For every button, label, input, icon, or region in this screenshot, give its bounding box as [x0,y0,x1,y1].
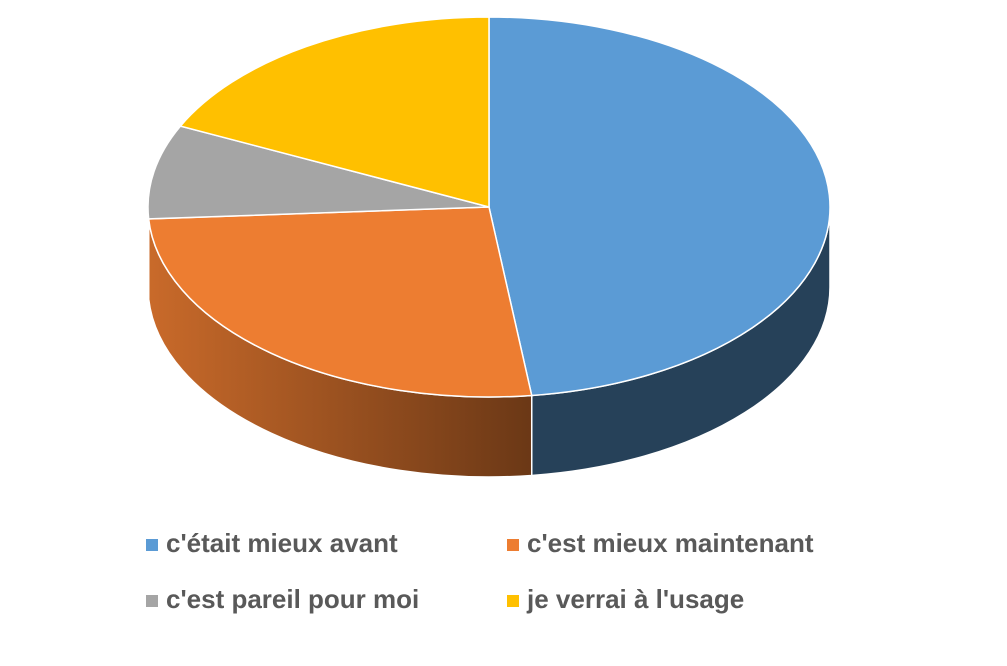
legend-label: c'est pareil pour moi [166,584,419,614]
legend-swatch [146,595,158,607]
legend-swatch [146,539,158,551]
pie-tops [147,16,831,398]
legend: c'était mieux avant c'est mieux maintenan… [146,528,814,614]
legend-swatch [507,595,519,607]
legend-label: c'était mieux avant [166,528,398,558]
slice [147,206,533,398]
legend-label: c'est mieux maintenant [527,528,814,558]
legend-label: je verrai à l'usage [526,584,744,614]
slice [488,16,831,397]
slice [147,125,490,220]
legend-swatch [507,539,519,551]
slice [179,16,490,208]
